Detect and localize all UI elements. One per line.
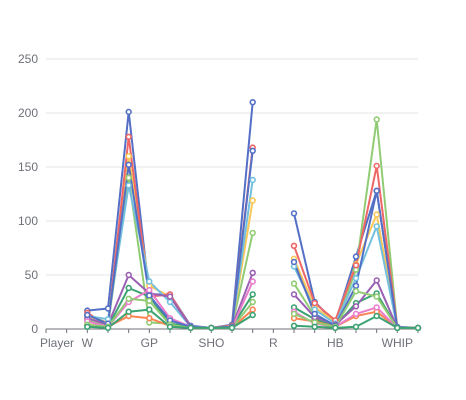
data-point[interactable] — [104, 324, 112, 332]
data-point[interactable] — [352, 282, 360, 289]
data-point[interactable] — [373, 116, 380, 123]
series-line-5 — [87, 179, 254, 329]
data-point[interactable] — [146, 292, 153, 299]
data-point[interactable] — [373, 223, 380, 230]
data-point[interactable] — [394, 324, 401, 332]
data-point[interactable] — [249, 291, 256, 298]
data-point[interactable] — [146, 278, 153, 285]
data-point[interactable] — [125, 271, 132, 279]
data-point[interactable] — [290, 280, 298, 287]
data-point[interactable] — [373, 162, 380, 170]
y-tick-label: 250 — [18, 52, 38, 66]
data-point[interactable] — [290, 258, 298, 266]
data-point[interactable] — [84, 311, 91, 319]
data-point[interactable] — [249, 269, 256, 276]
data-point[interactable] — [373, 277, 380, 284]
data-point[interactable] — [125, 174, 132, 182]
x-tick-label: HB — [327, 336, 344, 350]
data-point[interactable] — [249, 306, 256, 313]
data-point[interactable] — [290, 291, 298, 298]
x-tick-label: GP — [141, 336, 158, 350]
data-point[interactable] — [249, 298, 256, 306]
y-tick-label: 150 — [18, 160, 38, 174]
x-tick-label: R — [269, 336, 278, 350]
data-point[interactable] — [352, 262, 360, 269]
data-point[interactable] — [146, 306, 153, 313]
data-point[interactable] — [249, 278, 256, 285]
data-point[interactable] — [166, 323, 174, 330]
data-point[interactable] — [249, 176, 256, 184]
series-line-2 — [87, 176, 254, 329]
x-tick-label: WHIP — [382, 336, 413, 350]
data-point[interactable] — [290, 310, 298, 318]
data-point[interactable] — [125, 108, 132, 116]
data-point[interactable] — [352, 275, 360, 282]
data-point[interactable] — [249, 197, 256, 204]
data-point[interactable] — [125, 153, 132, 160]
data-point[interactable] — [352, 303, 360, 310]
data-point[interactable] — [311, 299, 318, 307]
data-point[interactable] — [146, 315, 153, 322]
data-point[interactable] — [104, 305, 112, 312]
data-point[interactable] — [249, 311, 256, 319]
data-point[interactable] — [290, 322, 298, 329]
data-point[interactable] — [311, 310, 318, 318]
data-point[interactable] — [146, 286, 153, 294]
data-point[interactable] — [125, 133, 132, 141]
data-point[interactable] — [84, 323, 91, 330]
x-tick-label: W — [82, 336, 94, 350]
data-point[interactable] — [166, 298, 174, 306]
y-tick-label: 100 — [18, 214, 38, 228]
data-point[interactable] — [352, 310, 360, 318]
grid — [46, 58, 418, 276]
data-point[interactable] — [332, 324, 339, 332]
y-tick-label: 200 — [18, 106, 38, 120]
data-point[interactable] — [352, 323, 360, 330]
data-point[interactable] — [187, 324, 194, 332]
data-point[interactable] — [166, 293, 174, 300]
data-point[interactable] — [414, 324, 422, 332]
x-tick-label: Player — [40, 336, 74, 350]
data-point[interactable] — [125, 182, 132, 189]
data-point[interactable] — [373, 211, 380, 218]
data-point[interactable] — [125, 284, 132, 292]
data-point[interactable] — [373, 304, 380, 311]
data-point[interactable] — [228, 324, 236, 332]
data-point[interactable] — [249, 229, 256, 237]
x-tick-label: SHO — [198, 336, 224, 350]
data-point[interactable] — [373, 293, 380, 300]
data-point[interactable] — [249, 98, 256, 106]
data-point[interactable] — [125, 161, 132, 169]
data-point[interactable] — [352, 288, 360, 295]
data-point[interactable] — [125, 308, 132, 315]
data-point[interactable] — [208, 324, 215, 332]
y-tick-label: 0 — [31, 322, 38, 336]
data-point[interactable] — [290, 210, 298, 217]
data-point[interactable] — [311, 323, 318, 330]
data-point[interactable] — [373, 312, 380, 320]
data-point[interactable] — [373, 187, 380, 195]
y-tick-label: 50 — [25, 268, 39, 282]
data-point[interactable] — [249, 147, 256, 155]
data-point[interactable] — [352, 253, 360, 260]
series-points — [84, 98, 422, 332]
data-point[interactable] — [290, 242, 298, 250]
data-point[interactable] — [125, 295, 132, 302]
data-point[interactable] — [146, 297, 153, 305]
